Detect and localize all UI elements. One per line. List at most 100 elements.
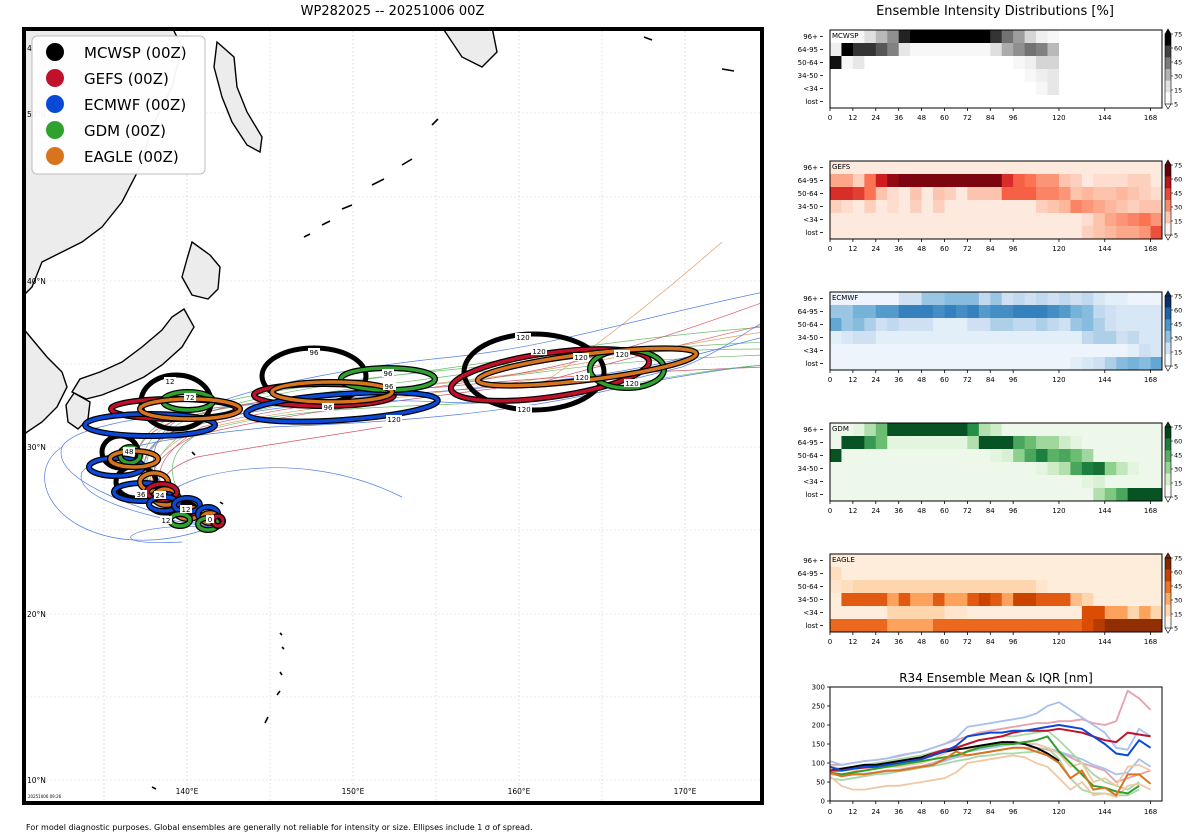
heatmap-cell	[967, 567, 980, 581]
heatmap-cell	[967, 69, 980, 83]
heatmap-cell	[1116, 344, 1129, 358]
heatmap-cell	[852, 95, 865, 109]
heatmap-cell	[887, 305, 900, 319]
heatmap-cell	[1127, 619, 1140, 633]
heatmap-cell	[1127, 580, 1140, 594]
heatmap-cell	[967, 213, 980, 227]
heatmap-title: GEFS	[832, 163, 851, 171]
heatmap-cell	[1070, 619, 1083, 633]
legend-entry-gefs: GEFS (00Z)	[46, 69, 169, 88]
heatmap-cell	[1150, 488, 1163, 502]
heatmap-row-label: 34-50	[798, 465, 818, 473]
heatmap-x-tick-label: 84	[986, 638, 995, 646]
colorbar-segment	[1165, 427, 1171, 439]
heatmap-cell	[921, 30, 934, 44]
heatmap-cell	[864, 305, 877, 319]
colorbar-segment	[1165, 296, 1171, 308]
heatmap-cell	[852, 56, 865, 70]
heatmap-row-label: 50-64	[798, 190, 819, 198]
heatmap-cell	[1013, 56, 1026, 70]
heatmap-cell	[852, 292, 865, 306]
heatmap-cell	[1150, 344, 1163, 358]
colorbar-segment	[1165, 354, 1171, 367]
heatmap-cell	[841, 305, 854, 319]
colorbar-tick-label: 30	[1174, 204, 1182, 212]
heatmap-cell	[1047, 200, 1060, 214]
heatmap-cell	[978, 593, 991, 607]
heatmap-cell	[944, 567, 957, 581]
heatmap-cell	[898, 226, 911, 240]
heatmap-cell	[1127, 200, 1140, 214]
heatmap-cell	[967, 82, 980, 96]
heatmap-x-tick-label: 144	[1098, 245, 1112, 253]
heatmap-cell	[1104, 619, 1117, 633]
heatmap-cell	[830, 56, 842, 70]
heatmap-cell	[898, 580, 911, 594]
colorbar-segment	[1165, 462, 1171, 474]
heatmap-cell	[898, 30, 911, 44]
heatmap-x-tick-label: 72	[963, 114, 972, 122]
heatmap-cell	[910, 213, 922, 227]
heatmap-cell	[1036, 567, 1048, 581]
heatmap-cell	[1070, 161, 1083, 175]
heatmap-cell	[1036, 580, 1048, 594]
heatmap-cell	[910, 567, 922, 581]
heatmap-cell	[1116, 187, 1129, 201]
heatmap-cell	[1058, 292, 1071, 306]
heatmap-row-label: lost	[805, 360, 818, 368]
heatmap-cell	[1070, 305, 1083, 319]
heatmap-cell	[1150, 174, 1163, 188]
r34-y-tick-label: 200	[812, 722, 825, 730]
heatmap-cell	[875, 567, 888, 581]
heatmap-cell	[1047, 593, 1060, 607]
heatmap-cell	[1116, 606, 1129, 620]
colorbar-tick-label: 15	[1174, 480, 1182, 488]
heatmap-cell	[875, 187, 888, 201]
colorbar-extend-top	[1164, 28, 1172, 35]
heatmap-cell	[1036, 423, 1048, 437]
heatmap-cell	[967, 43, 980, 57]
heatmap-cell	[1150, 580, 1163, 594]
heatmap-cell	[955, 43, 968, 57]
heatmap-cells	[830, 423, 1163, 502]
heatmap-cell	[898, 292, 911, 306]
heatmap-cell	[1013, 292, 1026, 306]
heatmap-cell	[1058, 69, 1071, 83]
heatmap-x-tick-label: 24	[871, 638, 880, 646]
heatmap-x-tick-label: 36	[894, 376, 903, 384]
heatmap-cell	[933, 331, 945, 345]
heatmap-x-tick-label: 84	[986, 376, 995, 384]
heatmap-x-tick-label: 36	[894, 638, 903, 646]
heatmap-cell	[1150, 305, 1163, 319]
heatmap-cell	[1081, 449, 1094, 463]
heatmap-cell	[887, 213, 900, 227]
land-honshu	[71, 307, 195, 400]
heatmap-cell	[875, 43, 888, 57]
heatmap-cells	[830, 292, 1163, 371]
r34-x-tick-label: 36	[894, 808, 903, 816]
heatmap-cell	[841, 43, 854, 57]
heatmap-cell	[978, 488, 991, 502]
heatmap-cell	[830, 449, 842, 463]
heatmap-cell	[887, 187, 900, 201]
heatmap-cell	[852, 436, 865, 450]
heatmap-cell	[898, 449, 911, 463]
heatmap-cell	[921, 56, 934, 70]
colorbar-segment	[1165, 57, 1171, 70]
heatmap-cell	[1047, 187, 1060, 201]
heatmap-cell	[933, 593, 945, 607]
heatmap-cell	[990, 554, 1003, 568]
heatmap-cell	[910, 30, 922, 44]
heatmap-cell	[910, 475, 922, 489]
heatmap-cell	[841, 475, 854, 489]
heatmap-cell	[921, 82, 934, 96]
heatmap-cell	[955, 226, 968, 240]
heatmap-cell	[830, 161, 842, 175]
heatmap-cell	[830, 344, 842, 358]
heatmap-cell	[933, 187, 945, 201]
colorbar-tick-label: 5	[1174, 363, 1178, 371]
heatmap-cell	[852, 318, 865, 332]
heatmap-x-tick-label: 84	[986, 507, 995, 515]
heatmap-cell	[841, 95, 854, 109]
heatmap-cell	[898, 567, 911, 581]
